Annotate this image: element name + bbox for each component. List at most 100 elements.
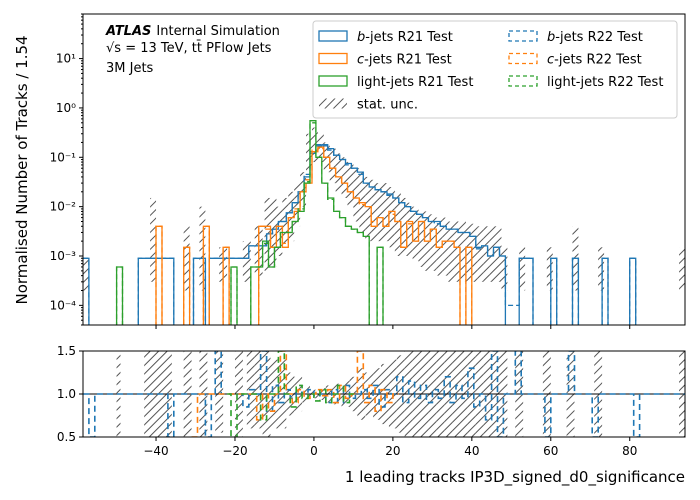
stat-unc-band bbox=[183, 226, 190, 291]
legend-label-light-jets-r21-test: light-jets R21 Test bbox=[357, 75, 473, 90]
stat-unc-band bbox=[495, 226, 502, 282]
stat-unc-band bbox=[418, 211, 425, 267]
main-y-tick-label: 10⁻² bbox=[50, 200, 77, 214]
x-tick-label: 80 bbox=[622, 444, 637, 458]
stat-unc-band bbox=[406, 202, 413, 257]
ratio-series-b-jets-r22-r21 bbox=[83, 351, 685, 437]
legend-label-b-jets-r22-test: b-jets R22 Test bbox=[547, 30, 643, 45]
stat-unc-band bbox=[383, 183, 389, 242]
stat-unc-band bbox=[329, 148, 336, 184]
main-y-tick-label: 10⁻³ bbox=[50, 249, 77, 263]
stat-unc-band bbox=[242, 241, 251, 282]
stat-unc-band bbox=[306, 133, 312, 173]
ratio-series-light-jets-r22-r21 bbox=[227, 351, 356, 437]
histogram-series-group bbox=[83, 120, 637, 325]
stat-unc-band bbox=[442, 217, 449, 276]
atlas-experiment-label: ATLAS bbox=[105, 24, 151, 39]
y-axis-label: Normalised Number of Tracks / 1.54 bbox=[13, 35, 31, 304]
stat-unc-band bbox=[150, 197, 157, 282]
legend-handle-light-jets-r21-test bbox=[318, 75, 348, 87]
main-y-tick-label: 10⁰ bbox=[56, 101, 76, 115]
stat-unc-band bbox=[501, 247, 508, 291]
x-tick-label: 0 bbox=[310, 444, 318, 458]
x-tick-label: −40 bbox=[143, 444, 168, 458]
legend-label-c-jets-r22-test: c-jets R22 Test bbox=[547, 53, 642, 68]
stat-unc-band bbox=[471, 223, 478, 282]
energy-label: √s = 13 TeV, tt̄ PFlow Jets bbox=[106, 41, 272, 56]
main-x-axis-ticks bbox=[155, 325, 631, 329]
ratio-plot-panel: 0.5 1.0 1.5 −40 −20 0 20 40 60 80 1 leading trac… bbox=[57, 344, 686, 487]
x-tick-label: 20 bbox=[385, 444, 400, 458]
stat-unc-band bbox=[288, 191, 295, 242]
stat-unc-band bbox=[679, 247, 685, 291]
stat-unc-band bbox=[546, 247, 553, 291]
stat-unc-band bbox=[300, 172, 307, 207]
stat-unc-band bbox=[276, 206, 283, 257]
stat-unc-band bbox=[347, 162, 354, 207]
stat-unc-band bbox=[335, 153, 342, 192]
stat-unc-band bbox=[465, 223, 472, 282]
legend-label-stat-unc: stat. unc. bbox=[357, 98, 418, 113]
legend-handle-b-jets-r21-test bbox=[318, 30, 348, 42]
stat-unc-band bbox=[519, 247, 526, 291]
x-axis-label: 1 leading tracks IP3D_signed_d0_signific… bbox=[345, 468, 685, 487]
stat-unc-band bbox=[388, 187, 395, 248]
ratio-unc-band bbox=[215, 351, 224, 433]
stat-unc-band bbox=[294, 183, 301, 227]
main-plot-panel: 10⁻⁴ 10⁻³ 10⁻² 10⁻¹ 10⁰ 10¹ Normalised Number… bbox=[13, 13, 686, 329]
main-y-tick-label: 10⁻⁴ bbox=[50, 298, 77, 312]
stat-unc-band bbox=[282, 197, 289, 248]
main-plot-frame bbox=[82, 13, 686, 326]
ratio-y-tick-label: 1.5 bbox=[57, 344, 76, 358]
ratio-unc-band bbox=[254, 351, 263, 429]
series-light-jets-r21-test bbox=[115, 120, 384, 325]
stat-unc-band bbox=[598, 247, 605, 291]
stat-unc-band bbox=[477, 226, 484, 282]
ratio-series-group bbox=[83, 351, 685, 437]
stat-unc-band bbox=[199, 206, 206, 291]
stat-unc-band bbox=[377, 183, 384, 242]
series-c-jets-r22-test bbox=[155, 147, 473, 325]
stat-unc-band bbox=[400, 197, 407, 257]
legend-handle-stat-unc bbox=[319, 98, 347, 109]
stat-unc-band bbox=[454, 221, 460, 282]
stat-unc-band bbox=[412, 206, 419, 261]
atlas-label: ATLAS Internal Simulation √s = 13 TeV, tt… bbox=[105, 24, 280, 76]
legend-handle-light-jets-r22-test bbox=[508, 75, 538, 87]
ratio-y-tick-label: 1.0 bbox=[57, 387, 76, 401]
x-tick-label: −20 bbox=[222, 444, 247, 458]
stat-unc-band bbox=[430, 214, 437, 271]
x-tick-label: 40 bbox=[464, 444, 479, 458]
stat-unc-band bbox=[483, 226, 490, 282]
atlas-status-label: Internal Simulation bbox=[156, 24, 279, 39]
stat-unc-band bbox=[394, 191, 401, 257]
stat-unc-band bbox=[459, 221, 466, 282]
stat-unc-band bbox=[365, 176, 372, 242]
x-tick-label: 60 bbox=[543, 444, 558, 458]
stat-unc-band bbox=[341, 157, 348, 198]
main-y-tick-label: 10¹ bbox=[56, 52, 76, 66]
legend-handle-c-jets-r22-test bbox=[508, 52, 538, 65]
stat-unc-band bbox=[436, 217, 443, 276]
legend-label-light-jets-r22-test: light-jets R22 Test bbox=[547, 75, 663, 90]
ratio-y-tick-label: 0.5 bbox=[57, 430, 76, 444]
ratio-y-axis-ticks: 0.5 1.0 1.5 bbox=[57, 344, 83, 444]
stat-unc-band bbox=[317, 133, 324, 163]
stat-unc-band bbox=[270, 197, 277, 267]
main-y-axis-ticks: 10⁻⁴ 10⁻³ 10⁻² 10⁻¹ 10⁰ 10¹ bbox=[50, 13, 83, 326]
legend-label-b-jets-r21-test: b-jets R21 Test bbox=[357, 30, 453, 45]
stat-unc-band bbox=[311, 127, 318, 163]
stat-unc-band bbox=[83, 258, 89, 291]
ratio-series-c-jets-r22-r21 bbox=[191, 351, 399, 437]
jets-count-label: 3M Jets bbox=[106, 61, 154, 76]
stat-unc-band bbox=[448, 221, 455, 282]
main-y-tick-label: 10⁻¹ bbox=[50, 150, 77, 164]
legend-label-c-jets-r21-test: c-jets R21 Test bbox=[357, 53, 452, 68]
stat-unc-band-group bbox=[83, 127, 685, 291]
ratio-x-axis-ticks: −40 −20 0 20 40 60 80 bbox=[143, 437, 637, 458]
stat-unc-band bbox=[353, 168, 360, 222]
legend: b-jets R21 Test c-jets R21 Test light-jets… bbox=[312, 20, 678, 119]
stat-unc-band bbox=[489, 226, 496, 282]
